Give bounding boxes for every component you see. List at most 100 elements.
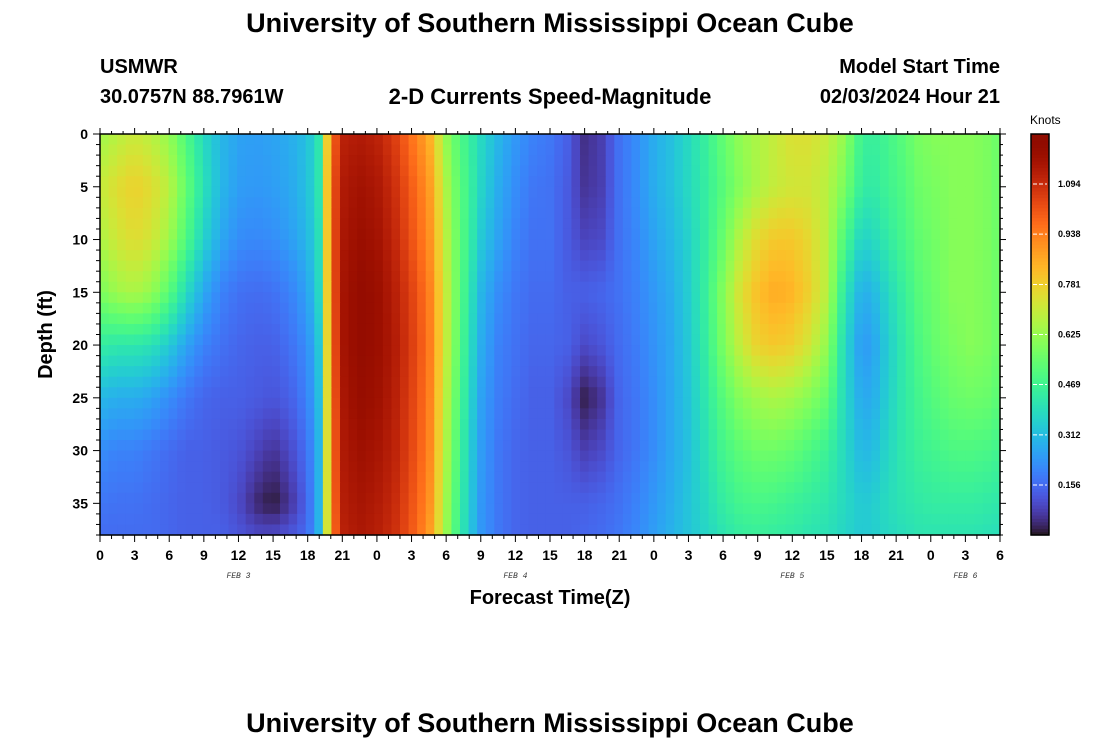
heatmap-cell: [863, 261, 872, 272]
heatmap-cell: [134, 482, 143, 493]
heatmap-cell: [554, 250, 563, 261]
heatmap-cell: [709, 261, 718, 272]
heatmap-cell: [829, 187, 838, 198]
heatmap-cell: [931, 303, 940, 314]
heatmap-cell: [811, 440, 820, 451]
heatmap-cell: [649, 166, 658, 177]
heatmap-cell: [743, 524, 752, 535]
heatmap-cell: [991, 271, 1000, 282]
heatmap-cell: [169, 356, 178, 367]
heatmap-cell: [314, 229, 323, 240]
heatmap-cell: [169, 187, 178, 198]
heatmap-cell: [126, 451, 135, 462]
heatmap-cell: [143, 134, 152, 145]
heatmap-cell: [503, 503, 512, 514]
heatmap-cell: [837, 218, 846, 229]
heatmap-cell: [829, 377, 838, 388]
colorbar-swatch: [1031, 268, 1049, 272]
heatmap-cell: [889, 451, 898, 462]
heatmap-cell: [229, 166, 238, 177]
heatmap-cell: [846, 145, 855, 156]
heatmap-cell: [777, 493, 786, 504]
heatmap-cell: [391, 134, 400, 145]
heatmap-cell: [271, 345, 280, 356]
heatmap-cell: [786, 377, 795, 388]
heatmap-cell: [906, 271, 915, 282]
heatmap-cell: [914, 451, 923, 462]
heatmap-cell: [306, 387, 315, 398]
heatmap-cell: [237, 377, 246, 388]
heatmap-cell: [571, 271, 580, 282]
heatmap-cell: [469, 229, 478, 240]
heatmap-cell: [709, 197, 718, 208]
heatmap-cell: [194, 303, 203, 314]
heatmap-cell: [177, 250, 186, 261]
heatmap-cell: [914, 208, 923, 219]
heatmap-cell: [871, 324, 880, 335]
heatmap-cell: [246, 282, 255, 293]
heatmap-cell: [229, 313, 238, 324]
heatmap-cell: [374, 176, 383, 187]
heatmap-cell: [623, 218, 632, 229]
heatmap-cell: [374, 387, 383, 398]
heatmap-cell: [717, 345, 726, 356]
heatmap-cell: [854, 514, 863, 525]
heatmap-cell: [777, 292, 786, 303]
heatmap-cell: [700, 493, 709, 504]
heatmap-cell: [451, 145, 460, 156]
heatmap-cell: [460, 187, 469, 198]
heatmap-cell: [323, 218, 332, 229]
heatmap-cell: [674, 229, 683, 240]
heatmap-cell: [597, 440, 606, 451]
heatmap-cell: [597, 261, 606, 272]
heatmap-cell: [511, 408, 520, 419]
heatmap-cell: [820, 197, 829, 208]
heatmap-cell: [537, 366, 546, 377]
heatmap-cell: [366, 524, 375, 535]
heatmap-cell: [691, 176, 700, 187]
heatmap-cell: [340, 503, 349, 514]
heatmap-cell: [803, 261, 812, 272]
heatmap-cell: [546, 313, 555, 324]
heatmap-cell: [614, 482, 623, 493]
heatmap-cell: [229, 335, 238, 346]
heatmap-cell: [777, 155, 786, 166]
heatmap-cell: [477, 240, 486, 251]
heatmap-cell: [211, 398, 220, 409]
heatmap-cell: [186, 524, 195, 535]
heatmap-cell: [511, 472, 520, 483]
heatmap-cell: [237, 461, 246, 472]
heatmap-cell: [391, 292, 400, 303]
heatmap-cell: [263, 377, 272, 388]
heatmap-cell: [469, 176, 478, 187]
heatmap-cell: [203, 324, 212, 335]
heatmap-cell: [717, 419, 726, 430]
heatmap-cell: [357, 387, 366, 398]
heatmap-cell: [751, 387, 760, 398]
heatmap-cell: [811, 419, 820, 430]
heatmap-cell: [803, 461, 812, 472]
heatmap-cell: [837, 176, 846, 187]
heatmap-cell: [597, 514, 606, 525]
heatmap-cell: [571, 250, 580, 261]
heatmap-cell: [520, 366, 529, 377]
heatmap-cell: [614, 134, 623, 145]
heatmap-cell: [863, 451, 872, 462]
heatmap-cell: [194, 240, 203, 251]
heatmap-cell: [529, 324, 538, 335]
heatmap-cell: [803, 134, 812, 145]
heatmap-cell: [554, 419, 563, 430]
heatmap-cell: [666, 271, 675, 282]
heatmap-cell: [743, 134, 752, 145]
heatmap-cell: [811, 356, 820, 367]
heatmap-cell: [563, 229, 572, 240]
heatmap-cell: [794, 261, 803, 272]
heatmap-cell: [811, 229, 820, 240]
heatmap-cell: [631, 377, 640, 388]
heatmap-cell: [340, 240, 349, 251]
heatmap-cell: [417, 313, 426, 324]
heatmap-cell: [349, 429, 358, 440]
heatmap-cell: [391, 155, 400, 166]
heatmap-cell: [143, 282, 152, 293]
heatmap-cell: [846, 387, 855, 398]
